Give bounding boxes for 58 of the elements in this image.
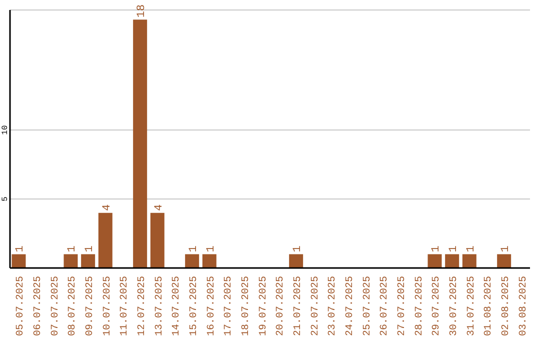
data-label: 1: [205, 245, 218, 252]
x-tick-label: 13.07.2025: [154, 276, 166, 336]
x-tick-label: 16.07.2025: [206, 276, 218, 336]
bar: [289, 254, 304, 268]
data-label: 1: [500, 245, 512, 252]
x-tick-label: 06.07.2025: [33, 276, 44, 336]
data-label: 1: [465, 245, 478, 252]
y-tick-label: 10: [1, 125, 10, 135]
bar: [64, 254, 78, 268]
x-tick-label: 15.07.2025: [189, 276, 200, 336]
data-label: 1: [66, 245, 79, 252]
x-tick-label: 22.07.2025: [310, 276, 322, 336]
data-label: 1: [430, 245, 443, 252]
bar: [445, 254, 460, 268]
data-label: 1: [448, 245, 460, 252]
bar: [12, 254, 26, 268]
bar: [462, 254, 476, 268]
x-tick-label: 20.07.2025: [276, 276, 287, 336]
x-tick-label: 08.07.2025: [68, 276, 79, 336]
x-tick-label: 31.07.2025: [466, 276, 478, 336]
bar: [98, 212, 112, 268]
bar: [81, 254, 96, 268]
x-tick-label: 03.08.2025: [518, 276, 530, 336]
x-tick-label: 23.07.2025: [328, 276, 339, 336]
data-label: 4: [101, 204, 114, 211]
x-tick-label: 21.07.2025: [293, 276, 304, 336]
x-tick-label: 27.07.2025: [397, 276, 408, 336]
x-tick-label: 11.07.2025: [120, 276, 131, 336]
bar: [428, 254, 442, 268]
x-tick-label: 25.07.2025: [362, 276, 374, 336]
x-tick-label: 29.07.2025: [432, 276, 443, 336]
x-tick-label: 02.08.2025: [501, 276, 512, 336]
x-tick-label: 26.07.2025: [380, 276, 391, 336]
x-tick-label: 07.07.2025: [50, 276, 62, 336]
data-label: 4: [153, 204, 166, 211]
x-tick-label: 05.07.2025: [16, 276, 27, 336]
bar: [150, 212, 164, 268]
x-tick-label: 14.07.2025: [172, 276, 183, 336]
data-label: 1: [84, 245, 96, 252]
bar: [133, 20, 148, 268]
x-tick-label: 01.08.2025: [484, 276, 495, 336]
x-tick-label: 12.07.2025: [137, 276, 148, 336]
y-tick-label: 5: [1, 196, 10, 202]
x-tick-label: 17.07.2025: [224, 276, 235, 336]
x-tick-label: 28.07.2025: [414, 276, 426, 336]
data-label: 1: [14, 245, 27, 252]
data-label: 1: [292, 245, 304, 252]
x-tick-label: 09.07.2025: [85, 276, 96, 336]
x-tick-label: 18.07.2025: [241, 276, 252, 336]
data-label: 1: [188, 245, 200, 252]
bar: [185, 254, 200, 268]
x-tick-label: 19.07.2025: [258, 276, 270, 336]
x-tick-label: 10.07.2025: [102, 276, 114, 336]
x-tick-label: 30.07.2025: [449, 276, 460, 336]
bar: [497, 254, 512, 268]
x-tick-label: 24.07.2025: [345, 276, 356, 336]
data-label: 18: [136, 4, 148, 18]
bar: [202, 254, 216, 268]
